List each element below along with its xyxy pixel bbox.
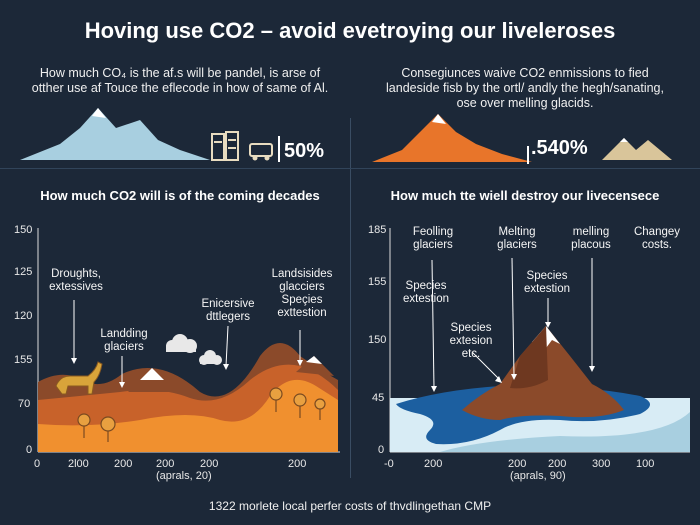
right-x-tick-2: 200 bbox=[424, 458, 443, 470]
right-x-tick-1: -0 bbox=[384, 458, 394, 470]
annotation-line: Landsisides bbox=[271, 268, 333, 280]
annotation-line: Species bbox=[405, 280, 447, 292]
annotation-line: glacciers bbox=[279, 281, 325, 293]
percent-bar-left bbox=[278, 136, 280, 162]
left-chart-area bbox=[37, 228, 340, 453]
left-intro-line-2: otther use af Touce the eflecode in how … bbox=[31, 81, 329, 95]
right-annotation-feolling: Feolling glaciers bbox=[398, 226, 468, 252]
left-y-tick-6: 0 bbox=[26, 444, 33, 456]
right-intro-line-2: landeside fisb by the ortl/ andly the he… bbox=[386, 81, 664, 95]
right-x-tick-4: 200 bbox=[548, 458, 567, 470]
annotation-line: Species bbox=[450, 322, 492, 334]
right-intro-line-3: ose over melling glacids. bbox=[456, 96, 594, 110]
left-x-note: (aprals, 20) bbox=[156, 470, 212, 482]
left-percent: 50% bbox=[284, 140, 325, 162]
annotation-line: Species bbox=[526, 270, 568, 282]
annotation-line: Melting bbox=[498, 226, 536, 238]
left-x-tick-3: 200 bbox=[114, 458, 133, 470]
left-intro: How much CO₄ is the af.s will be pandel,… bbox=[20, 66, 340, 96]
right-annotation-species-etc: Species extesion etc. bbox=[436, 322, 506, 361]
right-y-tick-3: 150 bbox=[368, 334, 387, 346]
right-annotation-melting: Melting glaciers bbox=[482, 226, 552, 252]
left-y-tick-4: 155 bbox=[14, 354, 33, 366]
right-chart-title: How much tte wiell destroy our livecense… bbox=[390, 188, 660, 203]
left-annotation-landding: Landding glaciers bbox=[86, 328, 162, 354]
right-annotation-melling: melling placous bbox=[556, 226, 626, 252]
annotation-line: costs. bbox=[641, 239, 673, 251]
left-y-tick-1: 150 bbox=[14, 224, 33, 236]
left-y-tick-3: 120 bbox=[14, 310, 33, 322]
right-x-tick-5: 300 bbox=[592, 458, 611, 470]
right-y-tick-2: 155 bbox=[368, 276, 387, 288]
annotation-line: glaciers bbox=[497, 239, 537, 251]
annotation-line: extesion bbox=[449, 335, 493, 347]
footer-note: 1322 morlete local perfer costs of thvdl… bbox=[208, 499, 492, 513]
right-x-note: (aprals, 90) bbox=[510, 470, 566, 482]
annotation-line: Speçies bbox=[281, 294, 323, 306]
annotation-line: Landding bbox=[100, 328, 148, 340]
left-x-tick-5: 200 bbox=[200, 458, 219, 470]
annotation-line: extestion bbox=[402, 293, 450, 305]
left-x-tick-6: 200 bbox=[288, 458, 307, 470]
left-y-tick-2: 125 bbox=[14, 266, 33, 278]
left-mountain-illustration bbox=[20, 108, 210, 160]
percent-bar-right bbox=[527, 146, 529, 164]
small-mountain-icon bbox=[602, 138, 672, 160]
right-intro-line-1: Consegiunces waive CO2 enmissions to fie… bbox=[401, 66, 649, 80]
right-annotation-species-left: Species extestion bbox=[394, 280, 458, 306]
annotation-line: dttlegers bbox=[205, 311, 251, 323]
annotation-line: glaciers bbox=[104, 341, 144, 353]
page-title: Hoving use CO2 – avoid evetroying our li… bbox=[84, 18, 616, 43]
right-x-tick-3: 200 bbox=[508, 458, 527, 470]
right-mountain-illustration bbox=[372, 114, 532, 162]
right-y-tick-1: 185 bbox=[368, 224, 387, 236]
horizontal-divider bbox=[0, 168, 700, 169]
left-annotation-droughts: Droughts, extessives bbox=[34, 268, 118, 294]
vertical-divider bbox=[350, 118, 351, 478]
right-annotation-changey: Changey costs. bbox=[622, 226, 692, 252]
left-annotation-landsisides: Landsisides glacciers Speçies exttestion bbox=[262, 268, 342, 320]
annotation-line: placous bbox=[571, 239, 611, 251]
left-intro-line-1: How much CO₄ is the af.s will be pandel,… bbox=[39, 66, 321, 80]
left-chart-title: How much CO2 will is of the coming decad… bbox=[40, 188, 320, 203]
annotation-line: Enicersive bbox=[201, 298, 255, 310]
right-x-tick-6: 100 bbox=[636, 458, 655, 470]
annotation-line: Feolling bbox=[412, 226, 454, 238]
right-chart-area bbox=[389, 228, 690, 453]
annotation-line: extestion bbox=[523, 283, 571, 295]
left-y-tick-5: 70 bbox=[18, 398, 31, 410]
annotation-line: Changey bbox=[633, 226, 681, 238]
left-x-tick-4: 200 bbox=[156, 458, 175, 470]
annotation-line: melling bbox=[572, 226, 610, 238]
right-intro: Consegiunces waive CO2 enmissions to fie… bbox=[370, 66, 680, 111]
right-y-tick-5: 0 bbox=[378, 444, 385, 456]
right-annotation-species-top: Species extestion bbox=[512, 270, 582, 296]
annotation-line: Droughts, bbox=[51, 268, 101, 280]
left-x-tick-1: 0 bbox=[34, 458, 41, 470]
industry-icon bbox=[211, 131, 273, 161]
right-y-tick-4: 45 bbox=[372, 392, 385, 404]
left-annotation-enicersive: Enicersive dttlegers bbox=[190, 298, 266, 324]
left-x-tick-2: 2l00 bbox=[68, 458, 89, 470]
annotation-line: extessives bbox=[49, 281, 103, 293]
right-percent: .540% bbox=[531, 137, 588, 159]
annotation-line: etc. bbox=[461, 348, 481, 360]
annotation-line: exttestion bbox=[277, 307, 327, 319]
annotation-line: glaciers bbox=[413, 239, 453, 251]
